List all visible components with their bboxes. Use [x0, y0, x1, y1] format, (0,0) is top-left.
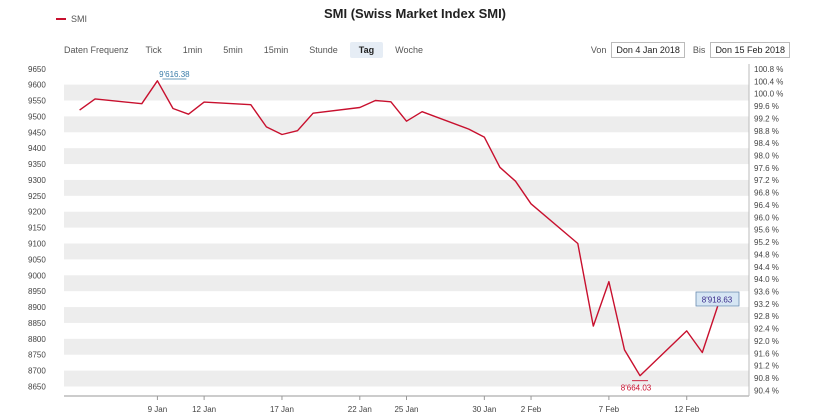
y-right-tick-label: 91.6 %	[754, 349, 779, 358]
y-right-tick-label: 96.0 %	[754, 213, 779, 222]
grid-band	[64, 179, 749, 196]
y-left-tick-label: 8750	[28, 351, 46, 360]
y-left-tick-label: 9000	[28, 271, 46, 280]
y-right-tick-label: 94.8 %	[754, 250, 779, 259]
y-left-tick-label: 8950	[28, 287, 46, 296]
y-left-tick-label: 9500	[28, 112, 46, 121]
x-tick-label: 30 Jan	[472, 405, 496, 414]
grid-band	[64, 243, 749, 260]
smi-series-line	[79, 80, 734, 377]
y-right-tick-label: 100.8 %	[754, 65, 783, 74]
x-tick-label: 9 Jan	[148, 405, 168, 414]
legend-swatch	[56, 18, 66, 20]
y-right-tick-label: 94.4 %	[754, 263, 779, 272]
y-right-tick-label: 97.2 %	[754, 176, 779, 185]
y-left-tick-label: 8650	[28, 382, 46, 391]
y-right-tick-label: 93.6 %	[754, 288, 779, 297]
y-left-tick-label: 9300	[28, 176, 46, 185]
freq-button-tick[interactable]: Tick	[145, 45, 162, 55]
y-left-tick-label: 9550	[28, 97, 46, 106]
freq-button-woche[interactable]: Woche	[395, 45, 423, 55]
y-right-tick-label: 91.2 %	[754, 362, 779, 371]
legend-label: SMI	[71, 14, 88, 24]
grid-band	[64, 211, 749, 228]
x-tick-label: 17 Jan	[270, 405, 294, 414]
grid-band	[64, 370, 749, 387]
y-left-tick-label: 9450	[28, 128, 46, 137]
freq-button-1min[interactable]: 1min	[182, 45, 203, 55]
y-left-tick-label: 9250	[28, 192, 46, 201]
x-tick-label: 2 Feb	[521, 405, 542, 414]
y-left-tick-label: 9650	[28, 65, 46, 74]
grid-band	[64, 84, 749, 101]
grid-band	[64, 338, 749, 355]
y-right-tick-label: 100.0 %	[754, 90, 783, 99]
grid-band	[64, 307, 749, 323]
y-right-tick-label: 92.8 %	[754, 312, 779, 321]
y-right-tick-label: 96.8 %	[754, 189, 779, 198]
y-right-tick-label: 97.6 %	[754, 164, 779, 173]
y-left-tick-label: 8700	[28, 367, 46, 376]
y-right-tick-label: 93.2 %	[754, 300, 779, 309]
y-left-tick-label: 8850	[28, 319, 46, 328]
y-right-tick-label: 92.0 %	[754, 337, 779, 346]
x-tick-label: 25 Jan	[394, 405, 418, 414]
y-right-tick-label: 92.4 %	[754, 325, 779, 334]
y-left-tick-label: 9200	[28, 208, 46, 217]
y-left-tick-label: 9350	[28, 160, 46, 169]
y-right-tick-label: 98.0 %	[754, 152, 779, 161]
grid-band	[64, 116, 749, 133]
y-right-tick-label: 98.4 %	[754, 139, 779, 148]
y-right-tick-label: 94.0 %	[754, 275, 779, 284]
from-date-input[interactable]: Don 4 Jan 2018	[611, 42, 685, 58]
legend[interactable]: SMI	[56, 14, 87, 24]
to-date-input[interactable]: Don 15 Feb 2018	[710, 42, 790, 58]
y-left-tick-label: 8900	[28, 303, 46, 312]
freq-button-5min[interactable]: 5min	[223, 45, 243, 55]
y-right-tick-label: 99.2 %	[754, 114, 779, 123]
y-left-tick-label: 9050	[28, 255, 46, 264]
y-left-tick-label: 9600	[28, 81, 46, 90]
y-left-tick-label: 9100	[28, 240, 46, 249]
y-right-tick-label: 90.8 %	[754, 374, 779, 383]
high-value-label: 9'616.38	[159, 70, 190, 79]
x-tick-label: 7 Feb	[599, 405, 620, 414]
y-right-tick-label: 95.2 %	[754, 238, 779, 247]
last-value-label: 8'918.63	[702, 296, 733, 305]
from-label: Von	[590, 45, 607, 55]
to-label: Bis	[692, 45, 706, 55]
y-right-tick-label: 95.6 %	[754, 226, 779, 235]
freq-button-tag[interactable]: Tag	[349, 42, 384, 58]
frequency-toolbar: Daten Frequenz Tick 1min 5min 15min Stun…	[64, 42, 435, 58]
x-tick-label: 22 Jan	[348, 405, 372, 414]
y-right-tick-label: 99.6 %	[754, 102, 779, 111]
x-tick-label: 12 Feb	[674, 405, 699, 414]
y-left-tick-label: 9400	[28, 144, 46, 153]
grid-band	[64, 148, 749, 165]
frequency-label: Daten Frequenz	[64, 45, 129, 55]
y-right-tick-label: 98.8 %	[754, 127, 779, 136]
y-left-tick-label: 8800	[28, 335, 46, 344]
grid-band	[64, 275, 749, 292]
y-right-tick-label: 90.4 %	[754, 386, 779, 395]
freq-button-15min[interactable]: 15min	[263, 45, 289, 55]
chart-title: SMI (Swiss Market Index SMI)	[323, 6, 507, 21]
low-value-label: 8'664.03	[621, 384, 652, 393]
y-left-tick-label: 9150	[28, 224, 46, 233]
y-right-tick-label: 100.4 %	[754, 77, 783, 86]
y-right-tick-label: 96.4 %	[754, 201, 779, 210]
date-range: Von Don 4 Jan 2018 Bis Don 15 Feb 2018	[583, 42, 790, 58]
x-tick-label: 12 Jan	[192, 405, 216, 414]
freq-button-stunde[interactable]: Stunde	[309, 45, 338, 55]
last-value-box	[695, 291, 740, 307]
